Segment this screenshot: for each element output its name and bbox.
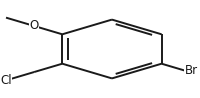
Text: Cl: Cl <box>0 74 12 87</box>
Text: Br: Br <box>185 64 198 77</box>
Text: O: O <box>30 20 39 32</box>
